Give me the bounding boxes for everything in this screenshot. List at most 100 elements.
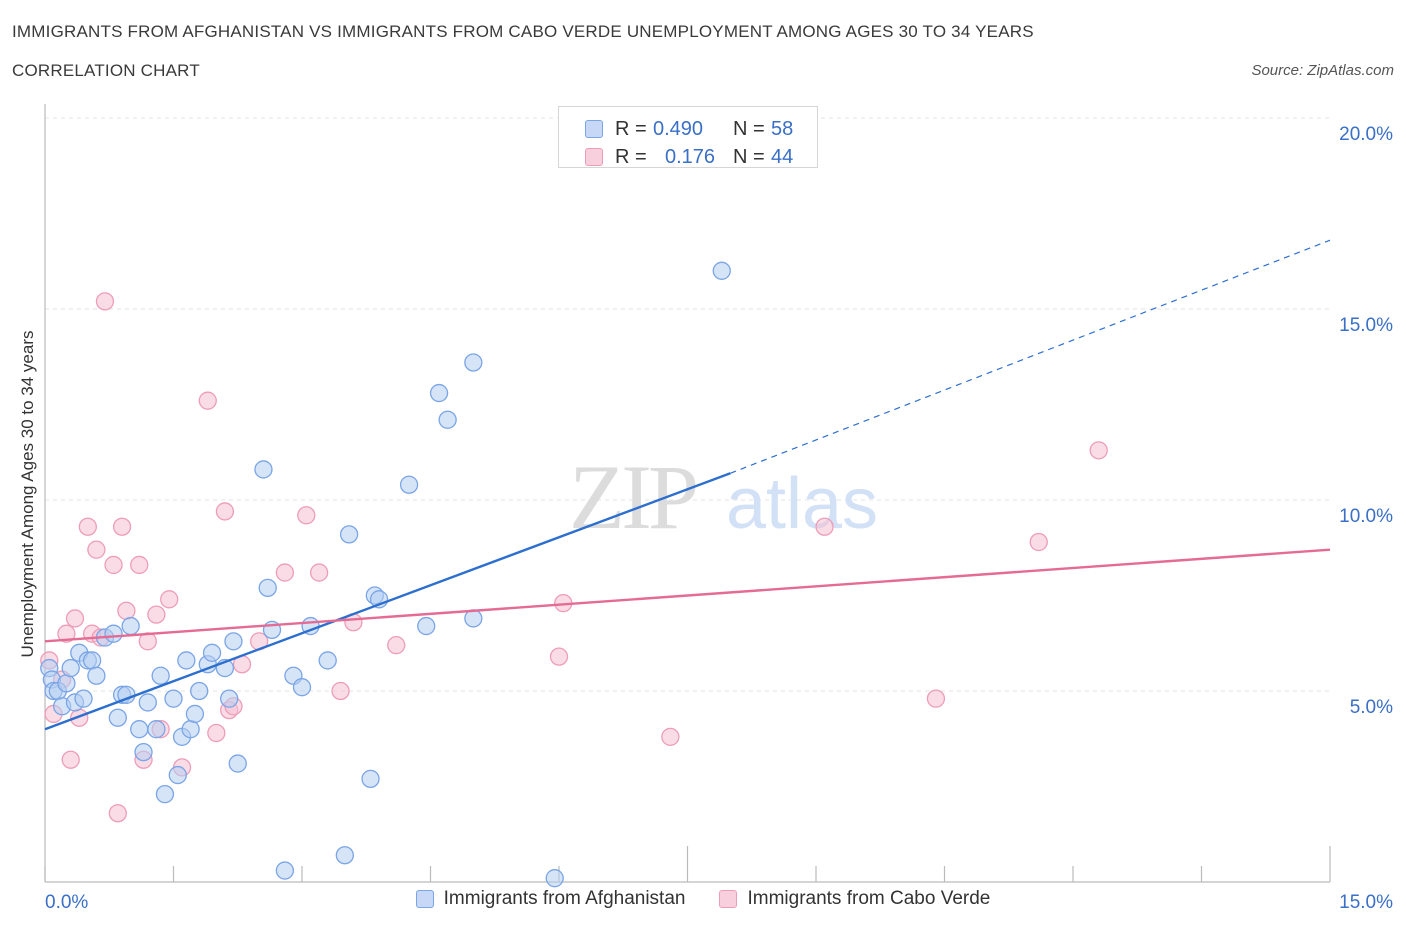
correlation-stats-box: R = 0.490 N = 58 R = 0.176 N = 44 [558,106,818,168]
afghanistan-trend-line [44,472,731,731]
cabo-verde-point-11 [95,292,115,311]
afghanistan-point-30 [185,704,205,724]
cabo-verde-point-12 [104,555,123,575]
afghanistan-point-36 [224,632,243,651]
cabo-verde-point-40 [926,689,946,708]
afghanistan-point-31 [190,681,209,701]
cabo-verde-point-39 [815,517,834,536]
afghanistan-point-20 [134,742,153,762]
legend-swatch-blue [585,120,603,138]
legend-label: Immigrants from Cabo Verde [747,888,991,909]
cabo-verde-point-36 [549,647,569,666]
cabo-verde-point-41 [1029,532,1048,552]
y-tick-label-2: 15.0% [1339,315,1393,336]
chart-legend: Immigrants from Afghanistan Immigrants f… [0,888,1406,910]
n-label: N = [733,117,765,140]
watermark-atlas: atlas [726,464,878,544]
legend-swatch-blue [415,890,434,908]
tick-labels: 5.0% 10.0% 15.0% 20.0% 0.0% 15.0% [45,124,1393,913]
afghanistan-point-41 [275,861,295,880]
cabo-verde-point-24 [207,723,226,743]
cabo-verde-point-14 [112,517,132,536]
afghanistan-point-29 [181,720,200,739]
afghanistan-point-35 [220,689,239,708]
afghanistan-point-51 [399,475,419,494]
afghanistan-point-5 [57,674,76,693]
series-afghanistan-points [40,261,731,888]
cabo-verde-point-7 [78,517,97,536]
cabo-verde-point-31 [297,506,316,525]
n-label: N = [733,145,765,168]
cabo-verde-point-32 [309,563,329,582]
afghanistan-point-19 [130,720,149,739]
afghanistan-point-52 [417,616,436,636]
x-tick-label-1: 15.0% [1339,892,1393,913]
stats-row-cabo-verde: R = 0.176 N = 44 [585,143,793,171]
source-credit: Source: ZipAtlas.com [1251,62,1394,79]
afghanistan-point-23 [151,666,170,685]
n-value: 44 [771,145,794,168]
afghanistan-point-39 [258,578,277,598]
legend-swatch-pink [585,148,603,166]
chart-subtitle: CORRELATION CHART [12,61,200,80]
watermark: ZIP atlas [569,446,878,548]
series-cabo-verde-points [40,292,1108,823]
afghanistan-point-6 [61,658,80,678]
chart-title: IMMIGRANTS FROM AFGHANISTAN VS IMMIGRANT… [12,22,1034,41]
afghanistan-point-47 [339,525,359,544]
afghanistan-point-26 [168,765,187,785]
afghanistan-point-37 [228,754,247,773]
afghanistan-point-14 [104,624,123,643]
afghanistan-point-9 [74,689,93,708]
cabo-verde-point-4 [61,750,80,769]
afghanistan-point-11 [82,651,102,670]
cabo-verde-point-15 [117,601,136,620]
cabo-verde-point-33 [331,681,350,701]
legend-swatch-pink [719,890,738,908]
watermark-zip: ZIP [569,446,696,548]
axes [44,104,1331,883]
afghanistan-point-24 [155,784,175,804]
afghanistan-point-57 [545,869,564,888]
cabo-verde-trend-line [44,548,1331,643]
afghanistan-point-54 [438,410,457,429]
afghanistan-point-56 [464,353,483,372]
afghanistan-point-45 [318,651,337,670]
stats-row-afghanistan: R = 0.490 N = 58 [585,115,793,143]
cabo-verde-point-38 [661,727,680,746]
afghanistan-point-22 [147,720,166,739]
cabo-verde-point-9 [87,540,106,559]
legend-item-cabo-verde[interactable]: Immigrants from Cabo Verde [719,888,990,910]
cabo-verde-point-21 [160,590,179,609]
y-axis-label: Unemployment Among Ages 30 to 34 years [18,331,37,658]
afghanistan-point-25 [164,689,183,708]
afghanistan-point-28 [177,651,196,670]
cabo-verde-point-23 [198,391,217,410]
afghanistan-point-15 [108,708,127,727]
grid-lines [45,117,1330,692]
y-tick-label-3: 20.0% [1339,124,1393,145]
r-label: R = [615,145,647,168]
afghanistan-point-12 [87,666,106,685]
afghanistan-point-58 [712,261,731,280]
afghanistan-point-21 [138,693,157,712]
cabo-verde-point-13 [108,804,127,823]
cabo-verde-point-30 [275,563,295,582]
afghanistan-point-48 [361,769,380,789]
x-tick-label-0: 0.0% [45,892,88,913]
afghanistan-point-38 [254,460,273,479]
legend-label: Immigrants from Afghanistan [443,888,686,909]
cabo-verde-point-16 [130,555,149,575]
cabo-verde-point-19 [147,605,166,624]
cabo-verde-point-3 [57,624,76,643]
cabo-verde-point-5 [65,609,85,628]
afghanistan-point-18 [121,616,140,636]
y-tick-label-1: 10.0% [1339,506,1393,527]
cabo-verde-point-42 [1089,441,1108,460]
cabo-verde-point-35 [387,636,406,655]
afghanistan-point-33 [202,643,222,662]
afghanistan-point-53 [429,383,449,403]
legend-item-afghanistan[interactable]: Immigrants from Afghanistan [415,888,686,910]
afghanistan-point-46 [335,846,354,865]
